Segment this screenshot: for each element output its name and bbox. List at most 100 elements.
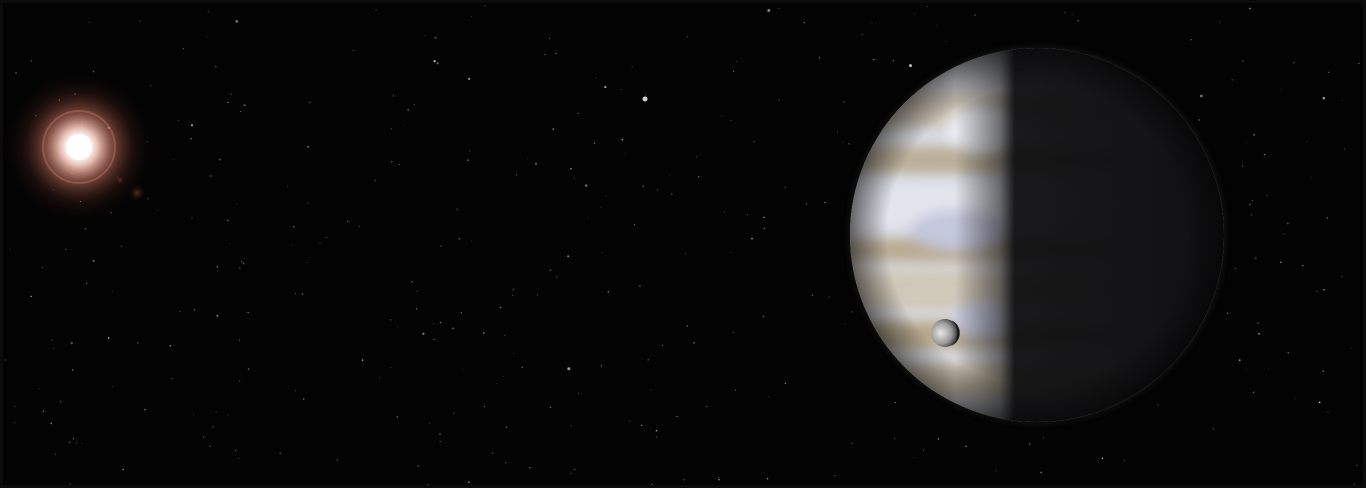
background-star	[206, 36, 208, 38]
background-star	[190, 137, 193, 140]
background-star	[922, 449, 924, 451]
background-star	[844, 322, 846, 324]
background-star	[178, 120, 179, 121]
background-star	[306, 262, 308, 263]
background-star	[534, 162, 538, 165]
background-star	[230, 93, 232, 95]
background-star	[107, 337, 110, 339]
background-star	[1322, 96, 1326, 100]
background-star	[1326, 217, 1328, 219]
background-star	[842, 141, 844, 143]
background-star	[693, 341, 695, 344]
background-star	[513, 353, 515, 355]
background-star	[851, 311, 853, 313]
background-star	[216, 315, 219, 317]
background-star	[240, 261, 242, 263]
background-star	[577, 112, 579, 115]
background-star	[209, 445, 211, 447]
background-star	[239, 339, 241, 341]
background-star	[416, 308, 418, 310]
background-star	[512, 288, 515, 291]
background-star	[434, 36, 437, 39]
background-star	[469, 149, 471, 151]
background-star	[85, 282, 88, 284]
background-star	[587, 218, 589, 220]
background-star	[762, 315, 765, 318]
background-star	[763, 227, 765, 229]
background-star	[229, 243, 230, 244]
background-star	[515, 174, 518, 176]
background-star	[227, 101, 229, 104]
background-star	[937, 438, 939, 440]
background-star	[1123, 460, 1125, 462]
background-star	[567, 255, 569, 257]
background-star	[1263, 153, 1266, 156]
background-star	[1257, 322, 1259, 324]
background-star	[544, 53, 546, 56]
background-star	[505, 461, 507, 464]
background-star	[336, 459, 338, 461]
background-star	[375, 9, 377, 11]
background-star	[416, 290, 418, 292]
background-star	[718, 477, 719, 478]
background-star	[247, 368, 249, 370]
background-star	[843, 101, 845, 103]
background-star	[974, 14, 976, 16]
background-star	[39, 388, 40, 389]
background-star	[684, 253, 686, 254]
background-star	[1362, 424, 1365, 426]
background-star	[30, 60, 33, 62]
background-star	[390, 161, 393, 163]
background-star	[191, 124, 193, 127]
background-star	[15, 72, 17, 74]
background-star	[182, 47, 185, 50]
background-star	[14, 406, 16, 407]
background-star	[1283, 233, 1285, 235]
background-star	[763, 486, 766, 488]
background-star	[352, 49, 355, 52]
background-star	[573, 468, 576, 471]
background-star	[639, 285, 641, 287]
background-star	[706, 405, 708, 407]
background-star	[1287, 352, 1289, 354]
background-star	[784, 382, 787, 385]
background-star	[1071, 14, 1073, 15]
background-star	[192, 413, 194, 415]
background-star	[325, 237, 327, 239]
background-star	[239, 267, 241, 269]
background-star	[683, 479, 685, 481]
background-star	[1253, 391, 1255, 393]
background-star	[1287, 222, 1289, 225]
background-star	[433, 322, 435, 325]
background-star	[914, 13, 916, 15]
background-star	[604, 86, 607, 89]
background-star	[662, 344, 663, 346]
background-star	[767, 9, 771, 12]
background-star	[307, 146, 309, 148]
background-star	[374, 179, 376, 181]
background-star	[1280, 261, 1282, 263]
distant-moon	[642, 96, 648, 102]
background-star	[1323, 289, 1325, 291]
background-star	[396, 416, 398, 418]
background-star	[212, 426, 214, 428]
background-star	[238, 458, 240, 459]
background-star	[871, 22, 873, 24]
background-star	[812, 295, 814, 297]
background-star	[599, 207, 601, 209]
background-star	[84, 228, 86, 230]
gas-giant-planet	[848, 46, 1226, 424]
background-star	[137, 342, 139, 344]
background-star	[669, 174, 671, 176]
background-star	[216, 266, 218, 268]
background-star	[1029, 443, 1031, 445]
background-star	[1043, 437, 1045, 439]
background-star	[570, 425, 572, 427]
background-star	[1255, 257, 1257, 259]
background-star	[139, 20, 141, 22]
background-star	[647, 359, 649, 361]
background-star	[236, 203, 238, 205]
background-star	[824, 201, 826, 204]
background-star	[302, 398, 305, 400]
background-star	[644, 94, 647, 96]
